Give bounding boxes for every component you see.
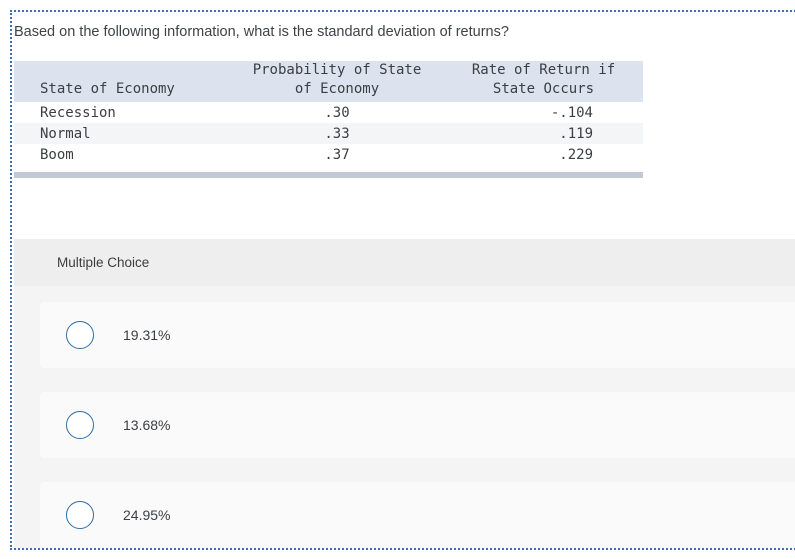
cell-rate: -.104 bbox=[550, 104, 593, 121]
radio-button[interactable] bbox=[66, 501, 94, 529]
cell-probability: .37 bbox=[324, 146, 350, 163]
cell-state: Normal bbox=[40, 125, 91, 142]
cell-state: Boom bbox=[40, 146, 74, 163]
header-state-of-economy: State of Economy bbox=[40, 81, 175, 97]
multiple-choice-header: Multiple Choice bbox=[14, 239, 795, 286]
table-header-row: State of Economy Probability of State of… bbox=[14, 61, 643, 102]
answer-option-label: 13.68% bbox=[123, 417, 171, 433]
multiple-choice-section: Multiple Choice 19.31% 13.68% 24.95% bbox=[14, 239, 795, 548]
answer-option[interactable]: 24.95% bbox=[40, 482, 795, 548]
cell-rate: .229 bbox=[559, 146, 593, 163]
cell-state: Recession bbox=[40, 104, 116, 121]
radio-button[interactable] bbox=[66, 411, 94, 439]
table-row: Boom .37 .229 bbox=[14, 144, 643, 165]
question-text: Based on the following information, what… bbox=[14, 24, 509, 40]
cell-probability: .33 bbox=[324, 125, 350, 142]
multiple-choice-label: Multiple Choice bbox=[57, 255, 150, 270]
answer-option[interactable]: 19.31% bbox=[40, 302, 795, 368]
table-horizontal-scrollbar[interactable] bbox=[14, 172, 643, 178]
question-panel: Based on the following information, what… bbox=[10, 10, 795, 550]
cell-probability: .30 bbox=[324, 104, 350, 121]
header-rate-of-return: Rate of Return if State Occurs bbox=[471, 62, 616, 97]
header-probability: Probability of State of Economy bbox=[252, 62, 422, 97]
radio-button[interactable] bbox=[66, 321, 94, 349]
economy-table: State of Economy Probability of State of… bbox=[14, 61, 643, 178]
answer-option[interactable]: 13.68% bbox=[40, 392, 795, 458]
cell-rate: .119 bbox=[559, 125, 593, 142]
answer-option-label: 19.31% bbox=[123, 327, 171, 343]
table-row: Recession .30 -.104 bbox=[14, 102, 643, 123]
answer-option-label: 24.95% bbox=[123, 507, 171, 523]
table-row: Normal .33 .119 bbox=[14, 123, 643, 144]
